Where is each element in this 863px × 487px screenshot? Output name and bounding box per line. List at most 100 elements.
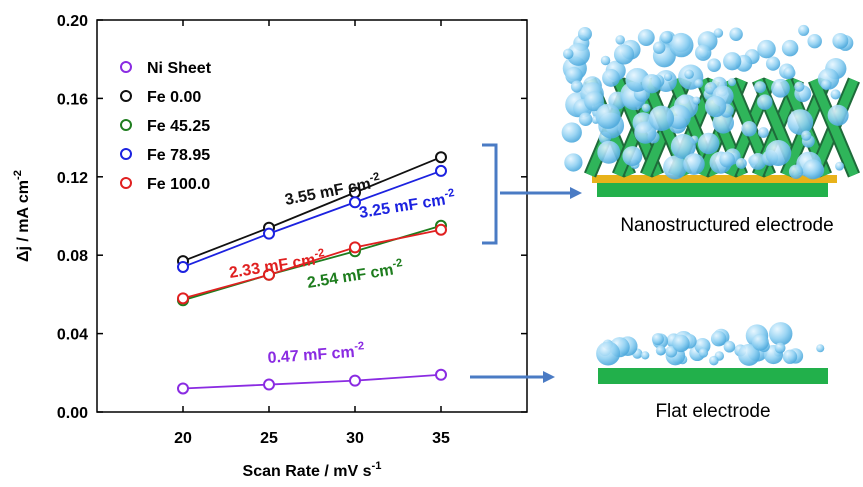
bubble — [699, 348, 708, 357]
bubble — [801, 130, 811, 140]
bubble — [684, 69, 694, 79]
y-axis-label-text: Δj / mA cm — [15, 180, 32, 262]
bubble — [832, 33, 848, 49]
bubble — [757, 40, 776, 59]
legend-marker — [121, 149, 131, 159]
slope-annotation-sup: -2 — [392, 257, 404, 270]
data-point — [436, 152, 446, 162]
legend-label: Fe 0.00 — [147, 89, 201, 106]
data-point — [264, 380, 274, 390]
bubble — [642, 74, 661, 93]
slope-annotation-text: 0.47 mF cm — [267, 344, 355, 367]
bubble — [649, 106, 674, 131]
bubble — [783, 67, 795, 79]
bubble — [765, 140, 791, 166]
bubble — [692, 97, 700, 105]
data-point — [350, 242, 360, 252]
bubble — [602, 69, 620, 87]
y-axis-label: Δj / mA cm-2 — [12, 170, 32, 262]
x-tick-label: 20 — [174, 430, 192, 447]
bracket — [482, 145, 496, 243]
data-point — [436, 166, 446, 176]
y-tick-label: 0.16 — [57, 91, 88, 108]
bubble — [563, 49, 573, 59]
bubble — [641, 351, 649, 359]
legend-marker — [121, 62, 131, 72]
slope-annotation: 2.54 mF cm-2 — [305, 257, 404, 292]
bubble — [642, 104, 651, 113]
bubble — [698, 133, 720, 155]
bubble — [775, 343, 786, 354]
x-tick-label: 35 — [432, 430, 450, 447]
bubble — [719, 152, 735, 168]
arrow-head — [543, 371, 555, 383]
bubble — [597, 141, 620, 164]
bubble — [562, 122, 582, 142]
legend-label: Fe 100.0 — [147, 176, 210, 193]
bubble — [783, 350, 797, 364]
slope-annotation-sup: -2 — [314, 247, 326, 260]
bubble — [652, 333, 664, 345]
bubble — [807, 34, 821, 48]
bubble — [752, 334, 769, 351]
y-tick-label: 0.04 — [57, 327, 88, 344]
bubble — [831, 89, 841, 99]
data-point — [178, 383, 188, 393]
bubble — [782, 40, 798, 56]
legend-label: Fe 78.95 — [147, 147, 210, 164]
bubble — [622, 146, 642, 166]
bubble — [663, 155, 687, 179]
y-tick-label: 0.12 — [57, 170, 88, 187]
bubble — [771, 79, 790, 98]
bubble — [789, 165, 803, 179]
bubble — [564, 153, 582, 171]
illustration-label: Flat electrode — [655, 401, 770, 422]
bubble — [695, 45, 711, 61]
substrate — [598, 368, 828, 384]
x-tick-label: 25 — [260, 430, 278, 447]
bubble — [741, 121, 756, 136]
bubble — [669, 33, 693, 57]
bubble — [714, 28, 723, 37]
data-point — [436, 370, 446, 380]
bubble — [653, 41, 665, 53]
bubble — [798, 25, 809, 36]
nanostructured-illustration — [562, 25, 854, 197]
bubble — [709, 356, 718, 365]
x-axis-label-sup: -1 — [372, 460, 382, 472]
bubble — [821, 80, 832, 91]
bubble — [614, 44, 634, 64]
bubble — [705, 96, 726, 117]
data-point — [436, 225, 446, 235]
bubble — [787, 109, 813, 135]
y-tick-label: 0.00 — [57, 405, 88, 422]
x-axis-label: Scan Rate / mV s-1 — [243, 460, 382, 480]
bubble — [723, 52, 741, 70]
bubble — [724, 341, 736, 353]
illustration-label: Nanostructured electrode — [620, 215, 833, 236]
flat-illustration — [596, 322, 828, 384]
slope-annotation-sup: -2 — [444, 187, 456, 200]
legend-label: Ni Sheet — [147, 60, 212, 77]
bubble — [769, 322, 792, 345]
slope-annotation: 3.25 mF cm-2 — [357, 187, 456, 222]
legend-marker — [121, 178, 131, 188]
bubble — [615, 35, 624, 44]
bubble — [683, 153, 705, 175]
slope-annotation-sup: -2 — [354, 340, 365, 353]
bubble — [835, 162, 844, 171]
data-point — [264, 229, 274, 239]
bubble — [660, 31, 672, 43]
legend-label: Fe 45.25 — [147, 118, 210, 135]
bubble — [579, 112, 593, 126]
data-point — [178, 262, 188, 272]
bubble — [711, 331, 726, 346]
bubble — [728, 78, 736, 86]
bubble — [803, 159, 823, 179]
bubble — [578, 27, 592, 41]
bubble — [672, 335, 689, 352]
bubble — [729, 28, 742, 41]
bubble — [754, 81, 766, 93]
bubble — [601, 56, 611, 66]
slope-annotation-sup: -2 — [369, 171, 381, 185]
